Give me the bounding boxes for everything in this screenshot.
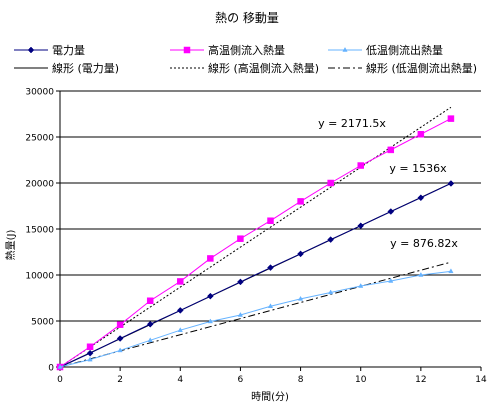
y-tick-label: 20000 <box>25 180 54 190</box>
series-line <box>59 183 452 368</box>
data-point <box>417 130 425 138</box>
data-point <box>207 318 213 324</box>
data-point <box>388 277 394 283</box>
legend-marker <box>27 46 35 54</box>
data-point <box>267 264 274 271</box>
data-point <box>237 278 244 286</box>
data-point <box>327 179 334 187</box>
data-point <box>237 235 244 242</box>
data-point <box>418 271 424 277</box>
data-point <box>358 283 364 288</box>
data-point <box>448 268 454 274</box>
data-point <box>116 335 124 342</box>
legend-label: 電力量 <box>52 44 85 57</box>
data-point <box>117 347 123 353</box>
chart-title: 熱の 移動量 <box>215 11 279 25</box>
data-point <box>207 292 214 300</box>
data-point <box>328 289 334 295</box>
data-point <box>177 327 183 332</box>
x-axis-label: 時間(分) <box>251 391 289 403</box>
x-tick-label: 0 <box>57 375 63 385</box>
data-point <box>327 236 334 243</box>
y-tick-label: 15000 <box>25 226 54 236</box>
data-point <box>176 307 184 314</box>
legend-label: 線形 (高温側流入熱量) <box>208 61 319 75</box>
x-tick-label: 12 <box>415 375 426 385</box>
series-line <box>59 118 452 368</box>
data-point <box>57 363 63 369</box>
data-point <box>447 115 455 122</box>
legend-marker <box>183 46 191 54</box>
x-tick-label: 6 <box>238 375 244 385</box>
data-point <box>177 278 184 285</box>
x-tick-label: 4 <box>177 375 183 385</box>
y-tick-label: 0 <box>48 364 54 374</box>
data-point <box>116 321 124 328</box>
data-point <box>387 146 395 154</box>
x-tick-label: 14 <box>475 375 487 385</box>
x-tick-label: 10 <box>355 375 367 385</box>
data-point <box>387 208 395 215</box>
x-tick-label: 2 <box>117 375 123 385</box>
data-point <box>267 303 274 309</box>
data-point <box>86 343 94 351</box>
data-point <box>357 162 364 169</box>
legend-label: 低温側流出熱量 <box>366 43 443 57</box>
legend-label: 線形 (電力量) <box>52 61 119 75</box>
x-tick-label: 8 <box>298 375 304 385</box>
data-point <box>86 349 94 357</box>
series <box>56 115 455 371</box>
data-point <box>146 320 154 328</box>
y-tick-label: 5000 <box>31 318 54 328</box>
data-point <box>447 180 455 187</box>
data-point <box>267 217 274 224</box>
data-point <box>207 255 214 262</box>
data-point <box>297 250 304 258</box>
legend-label: 高温側流入熱量 <box>208 43 285 57</box>
y-tick-label: 10000 <box>25 272 54 282</box>
data-point <box>357 222 365 230</box>
data-point <box>297 198 304 205</box>
grid <box>60 90 481 322</box>
axes: 0 5000 10000 15000 20000 25000 30000 0 2 4 6 8 10 12 1… <box>25 88 487 386</box>
data-point <box>146 297 154 305</box>
data-point <box>87 356 93 362</box>
data-point <box>147 337 153 343</box>
legend-marker <box>342 46 348 52</box>
data-point <box>237 312 244 317</box>
data-point <box>297 295 304 301</box>
y-tick-label: 30000 <box>25 88 54 98</box>
y-tick-label: 25000 <box>25 134 54 144</box>
annotations: y = 2171.5x y = 1536x y = 876.82x <box>318 117 458 250</box>
data-point <box>417 194 425 202</box>
equation-label: y = 1536x <box>389 162 447 175</box>
y-axis-label: 熱量(J) <box>4 230 17 261</box>
equation-label: y = 876.82x <box>390 237 458 250</box>
legend-label: 線形 (低温側流出熱量) <box>366 61 477 75</box>
equation-label: y = 2171.5x <box>318 117 386 130</box>
series-line <box>59 270 451 368</box>
